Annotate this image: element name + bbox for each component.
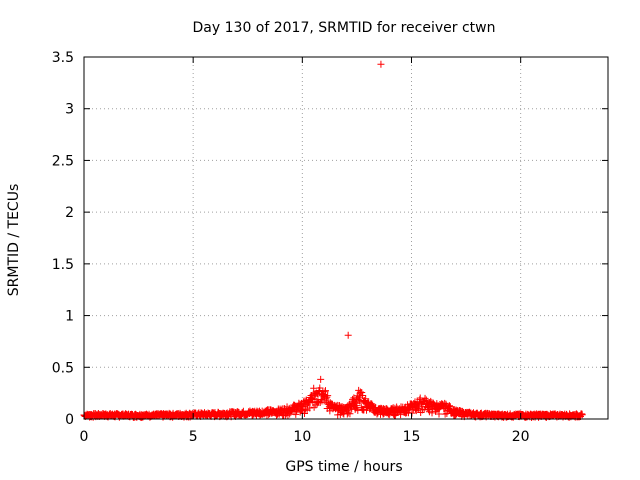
y-axis-label: SRMTID / TECUs bbox=[6, 184, 22, 297]
x-tick-label: 20 bbox=[512, 429, 530, 445]
x-axis-label: GPS time / hours bbox=[285, 459, 402, 475]
data-point bbox=[310, 384, 318, 392]
plot-frame bbox=[83, 56, 609, 420]
chart-title: Day 130 of 2017, SRMTID for receiver ctw… bbox=[193, 20, 496, 36]
y-tick-label: 2 bbox=[65, 205, 74, 221]
data-point bbox=[324, 392, 332, 400]
tick-labels: 0 5 10 15 20 0 0.5 1 1.5 2 2.5 3 3.5 bbox=[52, 50, 530, 445]
y-tick-label: 2.5 bbox=[52, 153, 74, 169]
data-point bbox=[323, 393, 331, 401]
data-point bbox=[313, 398, 321, 406]
data-point bbox=[306, 404, 314, 412]
axes bbox=[83, 56, 609, 420]
data-point bbox=[358, 388, 366, 396]
y-tick-label: 1 bbox=[65, 309, 74, 325]
grid-lines bbox=[84, 57, 608, 419]
y-tick-label: 0 bbox=[65, 412, 74, 428]
data-point bbox=[353, 402, 361, 410]
data-point bbox=[359, 391, 367, 399]
data-point bbox=[321, 387, 329, 395]
data-point bbox=[316, 384, 324, 392]
data-point bbox=[346, 410, 354, 418]
x-tick-label: 5 bbox=[189, 429, 198, 445]
y-tick-label: 0.5 bbox=[52, 360, 74, 376]
x-tick-label: 0 bbox=[80, 429, 89, 445]
data-point bbox=[301, 405, 309, 413]
x-tick-label: 15 bbox=[403, 429, 421, 445]
y-tick-label: 3 bbox=[65, 102, 74, 118]
y-tick-label: 1.5 bbox=[52, 257, 74, 273]
data-point bbox=[316, 399, 324, 407]
data-point bbox=[317, 375, 325, 383]
data-point bbox=[377, 60, 385, 68]
data-point bbox=[421, 394, 429, 402]
x-tick-label: 10 bbox=[293, 429, 311, 445]
y-tick-label: 3.5 bbox=[52, 50, 74, 66]
data-point bbox=[578, 411, 586, 419]
data-point bbox=[344, 331, 352, 339]
data-series bbox=[80, 60, 586, 421]
